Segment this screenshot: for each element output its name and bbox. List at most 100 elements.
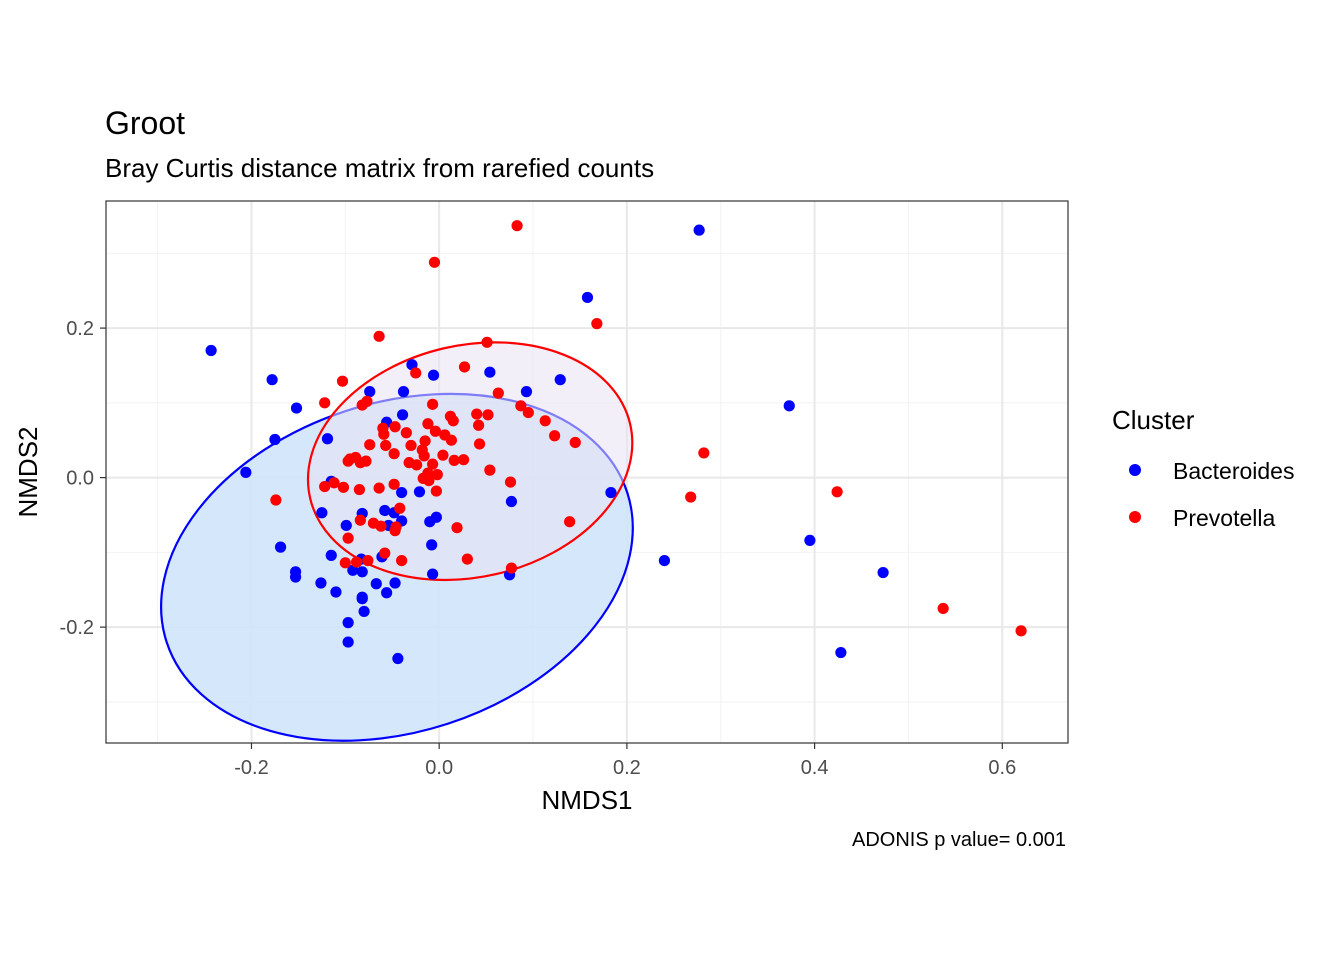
data-point bbox=[358, 605, 370, 618]
x-tick-label: -0.2 bbox=[234, 757, 268, 779]
data-point bbox=[937, 602, 949, 615]
data-point bbox=[316, 507, 328, 519]
data-point bbox=[831, 486, 843, 498]
data-point bbox=[378, 428, 390, 440]
data-point bbox=[362, 554, 374, 567]
chart-title: Groot bbox=[105, 105, 185, 141]
data-point bbox=[364, 439, 376, 451]
data-point bbox=[392, 652, 404, 665]
data-points bbox=[205, 220, 1027, 665]
data-point bbox=[319, 397, 331, 409]
legend-key-prevotella bbox=[1129, 511, 1141, 523]
data-point bbox=[336, 375, 349, 387]
y-tick-label: 0.2 bbox=[66, 318, 94, 340]
y-tick-label: -0.2 bbox=[60, 617, 94, 639]
data-point bbox=[492, 387, 504, 399]
data-point bbox=[515, 400, 527, 412]
data-point bbox=[783, 400, 795, 412]
data-point bbox=[484, 464, 496, 476]
x-axis-title: NMDS1 bbox=[541, 785, 632, 815]
data-point bbox=[564, 516, 576, 528]
plot-panel-border bbox=[105, 200, 1069, 744]
data-point bbox=[554, 374, 566, 386]
data-point bbox=[1015, 625, 1027, 637]
data-point bbox=[388, 478, 400, 490]
chart-caption: ADONIS p value= 0.001 bbox=[852, 829, 1066, 851]
data-point bbox=[429, 425, 442, 437]
legend-label-prevotella: Prevotella bbox=[1173, 505, 1275, 531]
x-tick-label: 0.2 bbox=[613, 757, 641, 779]
data-point bbox=[698, 447, 710, 459]
data-point bbox=[448, 454, 460, 467]
data-point bbox=[315, 577, 327, 589]
data-point bbox=[380, 439, 392, 452]
data-point bbox=[447, 415, 459, 427]
data-point bbox=[356, 593, 368, 605]
data-point bbox=[451, 522, 463, 534]
data-point bbox=[266, 374, 278, 386]
y-tick-label: 0.0 bbox=[66, 468, 94, 490]
data-point bbox=[269, 433, 281, 446]
data-point bbox=[388, 448, 400, 460]
data-point bbox=[354, 514, 366, 526]
data-point bbox=[424, 516, 436, 528]
data-point bbox=[428, 256, 441, 268]
data-point bbox=[458, 361, 471, 373]
legend-title: Cluster bbox=[1112, 405, 1195, 435]
data-point bbox=[396, 409, 409, 421]
data-point bbox=[591, 318, 603, 330]
data-point bbox=[835, 646, 847, 659]
x-tick-label: 0.6 bbox=[988, 757, 1016, 779]
data-point bbox=[342, 636, 354, 648]
data-point bbox=[389, 525, 401, 537]
data-point bbox=[240, 466, 252, 478]
data-point bbox=[430, 485, 442, 497]
data-point bbox=[354, 457, 366, 469]
data-point bbox=[484, 366, 496, 378]
data-point bbox=[437, 449, 449, 461]
series-prevotella bbox=[270, 220, 1027, 637]
data-point bbox=[511, 220, 523, 232]
data-point bbox=[522, 406, 534, 419]
data-point bbox=[270, 494, 282, 506]
data-point bbox=[396, 486, 408, 499]
data-point bbox=[342, 455, 354, 467]
data-point bbox=[427, 458, 439, 470]
data-point bbox=[410, 367, 422, 379]
data-point bbox=[400, 427, 412, 439]
data-point bbox=[373, 330, 385, 342]
data-point bbox=[471, 408, 483, 420]
data-point bbox=[319, 480, 331, 493]
data-point bbox=[473, 438, 486, 450]
data-point bbox=[337, 481, 350, 493]
data-point bbox=[330, 586, 342, 598]
data-point bbox=[356, 399, 368, 411]
data-point bbox=[605, 486, 617, 499]
legend-label-bacteroides: Bacteroides bbox=[1173, 458, 1294, 484]
data-point bbox=[397, 386, 410, 398]
data-point bbox=[396, 554, 408, 567]
data-point bbox=[549, 430, 561, 442]
y-axis-title: NMDS2 bbox=[13, 426, 43, 517]
data-point bbox=[427, 398, 439, 410]
data-point bbox=[472, 419, 485, 431]
data-point bbox=[290, 402, 303, 414]
y-axis: -0.2 0.0 0.2 bbox=[60, 318, 106, 639]
data-point bbox=[481, 336, 493, 348]
data-point bbox=[364, 386, 376, 398]
data-point bbox=[581, 291, 594, 304]
data-point bbox=[289, 571, 302, 583]
data-point bbox=[370, 578, 382, 590]
data-point bbox=[431, 469, 443, 481]
data-point bbox=[419, 435, 431, 447]
data-point bbox=[569, 436, 581, 449]
data-point bbox=[445, 434, 457, 446]
data-point bbox=[693, 224, 705, 236]
data-point bbox=[353, 483, 366, 496]
data-point bbox=[394, 502, 406, 514]
data-point bbox=[325, 549, 337, 561]
data-point bbox=[423, 474, 435, 487]
data-point bbox=[685, 491, 697, 503]
data-point bbox=[461, 553, 473, 565]
data-point bbox=[274, 541, 287, 553]
